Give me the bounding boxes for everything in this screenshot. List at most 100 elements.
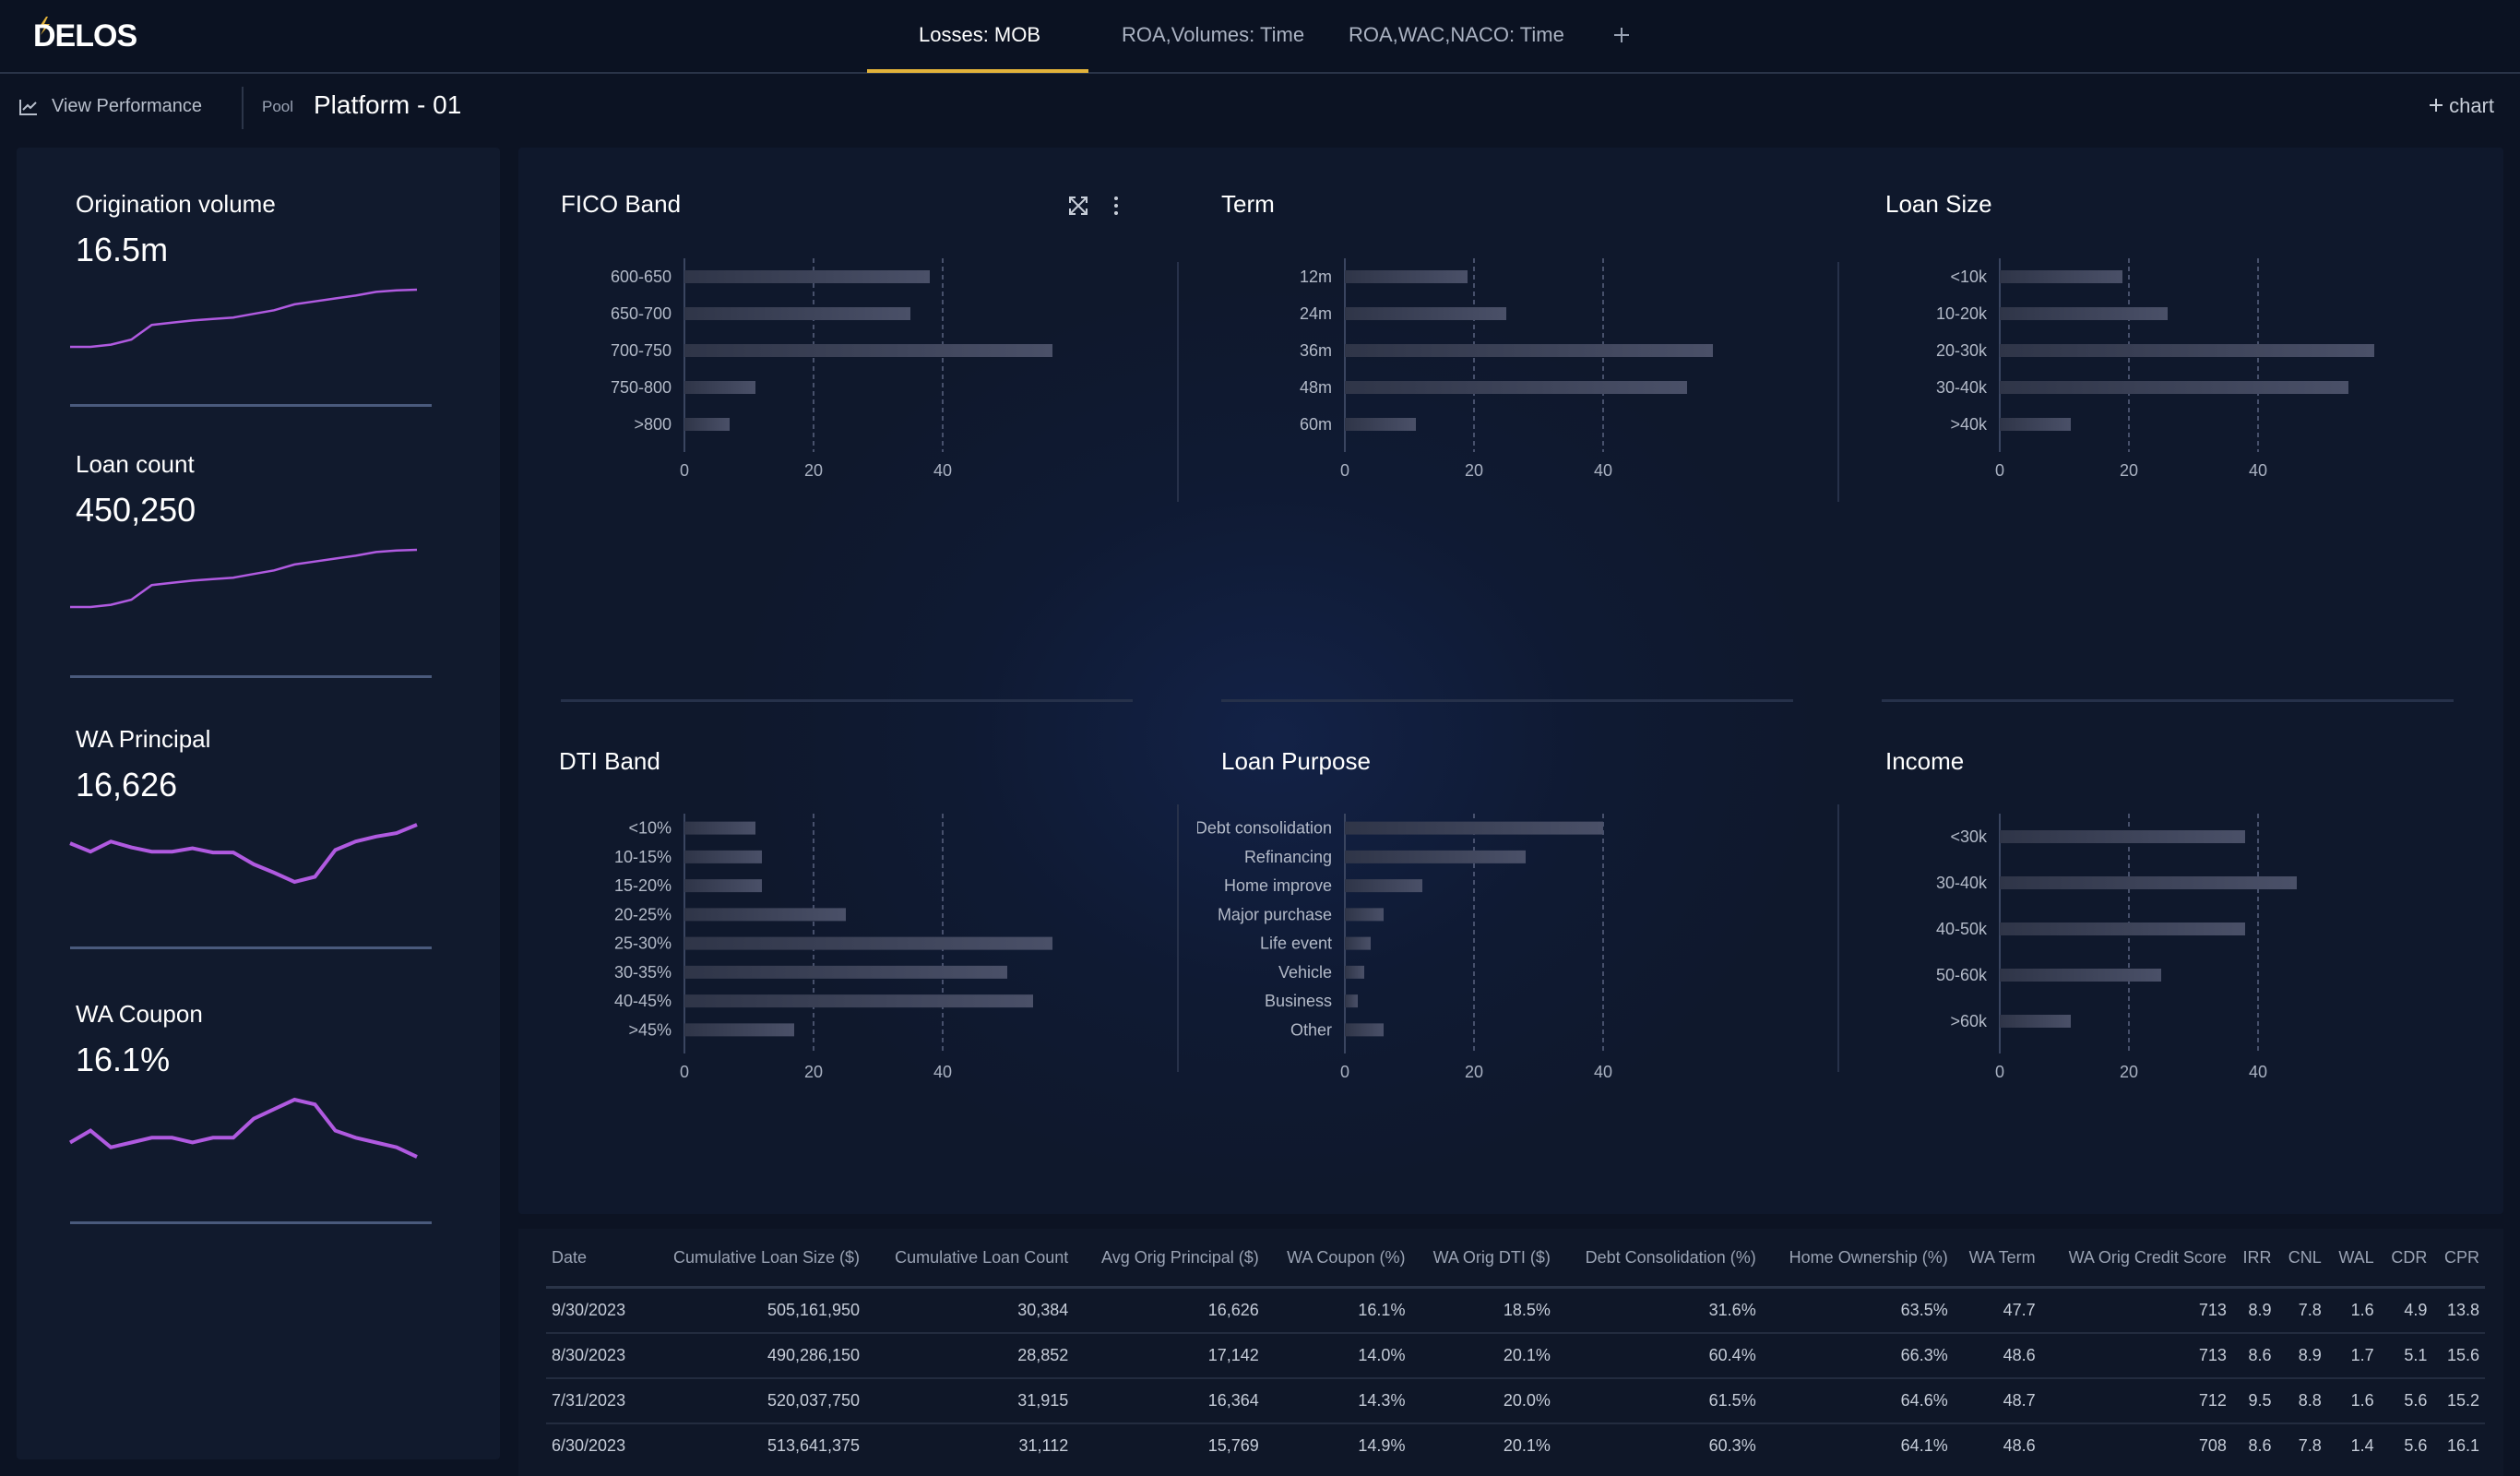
bar[interactable] xyxy=(684,850,762,863)
bar[interactable] xyxy=(684,908,846,922)
table-cell: 1.6 xyxy=(2326,1286,2380,1333)
x-tick-label: 20 xyxy=(2120,461,2138,480)
row-separator xyxy=(561,699,1133,702)
column-header[interactable]: CNL xyxy=(2288,1247,2322,1267)
metric-divider xyxy=(70,404,432,407)
bar[interactable] xyxy=(1345,1023,1384,1037)
category-label: Business xyxy=(1265,992,1332,1010)
bar[interactable] xyxy=(1345,344,1713,357)
bar[interactable] xyxy=(1345,850,1526,863)
bar[interactable] xyxy=(684,381,755,394)
bar[interactable] xyxy=(2000,270,2122,283)
bar[interactable] xyxy=(1345,270,1468,283)
x-tick-label: 40 xyxy=(1594,461,1612,480)
column-header[interactable]: Date xyxy=(552,1247,588,1267)
bar[interactable] xyxy=(2000,381,2348,394)
x-tick-label: 40 xyxy=(2249,461,2267,480)
table-cell: 7.8 xyxy=(2276,1422,2327,1468)
table-cell: 712 xyxy=(2040,1377,2232,1423)
category-label: Debt consolidation xyxy=(1197,819,1332,838)
tab-roa-volumes-time[interactable]: ROA,Volumes: Time xyxy=(1122,23,1305,46)
add-tab-button[interactable] xyxy=(1612,20,1631,52)
bar[interactable] xyxy=(684,307,910,320)
row-separator xyxy=(1221,699,1793,702)
tab-losses-mob[interactable]: Losses: MOB xyxy=(919,23,1041,46)
table-row[interactable]: 6/30/2023 513,641,375 31,112 15,769 14.9% 20.… xyxy=(546,1422,2485,1468)
bar[interactable] xyxy=(1345,936,1371,950)
bar[interactable] xyxy=(2000,344,2374,357)
bar[interactable] xyxy=(684,994,1033,1008)
sparkline-series xyxy=(70,288,418,349)
bar[interactable] xyxy=(684,965,1007,979)
column-header[interactable]: WA Coupon (%) xyxy=(1287,1247,1406,1267)
more-vertical-icon xyxy=(1114,196,1118,215)
column-header[interactable]: Cumulative Loan Size ($) xyxy=(672,1247,861,1267)
metric-divider xyxy=(70,1221,432,1224)
table-cell: 16,364 xyxy=(1074,1377,1265,1423)
sparkline-series xyxy=(69,823,418,885)
table-cell: 1.6 xyxy=(2326,1377,2380,1423)
plus-icon xyxy=(2429,99,2443,112)
table-cell: 60.3% xyxy=(1555,1422,1762,1468)
bar[interactable] xyxy=(1345,908,1384,922)
table-row[interactable]: 9/30/2023 505,161,950 30,384 16,626 16.1% 18.… xyxy=(546,1286,2485,1333)
bar[interactable] xyxy=(2000,922,2245,935)
x-tick-label: 20 xyxy=(2120,1063,2138,1081)
column-header[interactable]: Home Ownership (%) xyxy=(1789,1247,1948,1267)
bar[interactable] xyxy=(684,418,730,431)
category-label: 10-20k xyxy=(1936,304,1988,323)
column-header[interactable]: Avg Orig Principal ($) xyxy=(1101,1247,1259,1267)
bar[interactable] xyxy=(2000,418,2071,431)
table-row[interactable]: 8/30/2023 490,286,150 28,852 17,142 14.0% 20.… xyxy=(546,1332,2485,1378)
bar[interactable] xyxy=(2000,830,2245,843)
table-cell: 13.8 xyxy=(2432,1286,2485,1333)
column-header[interactable]: Debt Consolidation (%) xyxy=(1585,1247,1756,1267)
bar[interactable] xyxy=(1345,418,1416,431)
metric-title: Loan count xyxy=(76,450,195,478)
bar[interactable] xyxy=(1345,879,1422,893)
category-label: 40-50k xyxy=(1936,920,1988,938)
table-cell: 8.8 xyxy=(2276,1377,2327,1423)
column-header[interactable]: Cumulative Loan Count xyxy=(895,1247,1069,1267)
table-cell: 505,161,950 xyxy=(642,1286,866,1333)
bar[interactable] xyxy=(1345,307,1506,320)
chart-title: Term xyxy=(1221,190,1275,218)
bar[interactable] xyxy=(2000,969,2161,982)
bar[interactable] xyxy=(684,344,1052,357)
metrics-panel: Origination volume 16.5m Loan count 450,… xyxy=(17,148,500,1459)
category-label: 20-30k xyxy=(1936,341,1988,360)
category-label: Life event xyxy=(1260,934,1332,953)
bar[interactable] xyxy=(684,879,762,893)
bar[interactable] xyxy=(2000,1015,2071,1028)
bar[interactable] xyxy=(684,821,755,835)
chart-separator xyxy=(1177,262,1179,502)
add-chart-button[interactable]: chart xyxy=(2429,94,2494,118)
column-header[interactable]: CPR xyxy=(2443,1247,2479,1267)
bar[interactable] xyxy=(1345,994,1358,1008)
bar[interactable] xyxy=(2000,876,2297,889)
bar[interactable] xyxy=(684,1023,794,1037)
table-cell: 5.6 xyxy=(2379,1422,2433,1468)
bar[interactable] xyxy=(1345,821,1603,835)
table-cell: 520,037,750 xyxy=(642,1377,866,1423)
table-cell: 16.1 xyxy=(2432,1422,2485,1468)
bar[interactable] xyxy=(684,270,930,283)
column-header[interactable]: WA Orig Credit Score xyxy=(2068,1247,2227,1267)
bar[interactable] xyxy=(1345,381,1687,394)
table-cell: 47.7 xyxy=(1953,1286,2041,1333)
column-header[interactable]: WA Orig DTI ($) xyxy=(1432,1247,1551,1267)
column-header[interactable]: WA Term xyxy=(1968,1247,2036,1267)
tab-roa-wac-naco-time[interactable]: ROA,WAC,NACO: Time xyxy=(1349,23,1564,46)
table-row[interactable]: 7/31/2023 520,037,750 31,915 16,364 14.3% 20.… xyxy=(546,1377,2485,1423)
x-tick-label: 20 xyxy=(1465,461,1483,480)
column-header[interactable]: WAL xyxy=(2338,1247,2374,1267)
bar[interactable] xyxy=(684,936,1052,950)
bar[interactable] xyxy=(2000,307,2168,320)
chart-separator xyxy=(1177,804,1179,1072)
pool-name[interactable]: Platform - 01 xyxy=(314,90,462,119)
column-header[interactable]: IRR xyxy=(2242,1247,2272,1267)
view-performance-button[interactable]: View Performance xyxy=(18,96,202,117)
loan-size-plot: 0 20 40 <10k 10-20k 20-30k 30-40k >40k xyxy=(1936,258,2374,480)
column-header[interactable]: CDR xyxy=(2391,1247,2428,1267)
bar[interactable] xyxy=(1345,965,1364,979)
